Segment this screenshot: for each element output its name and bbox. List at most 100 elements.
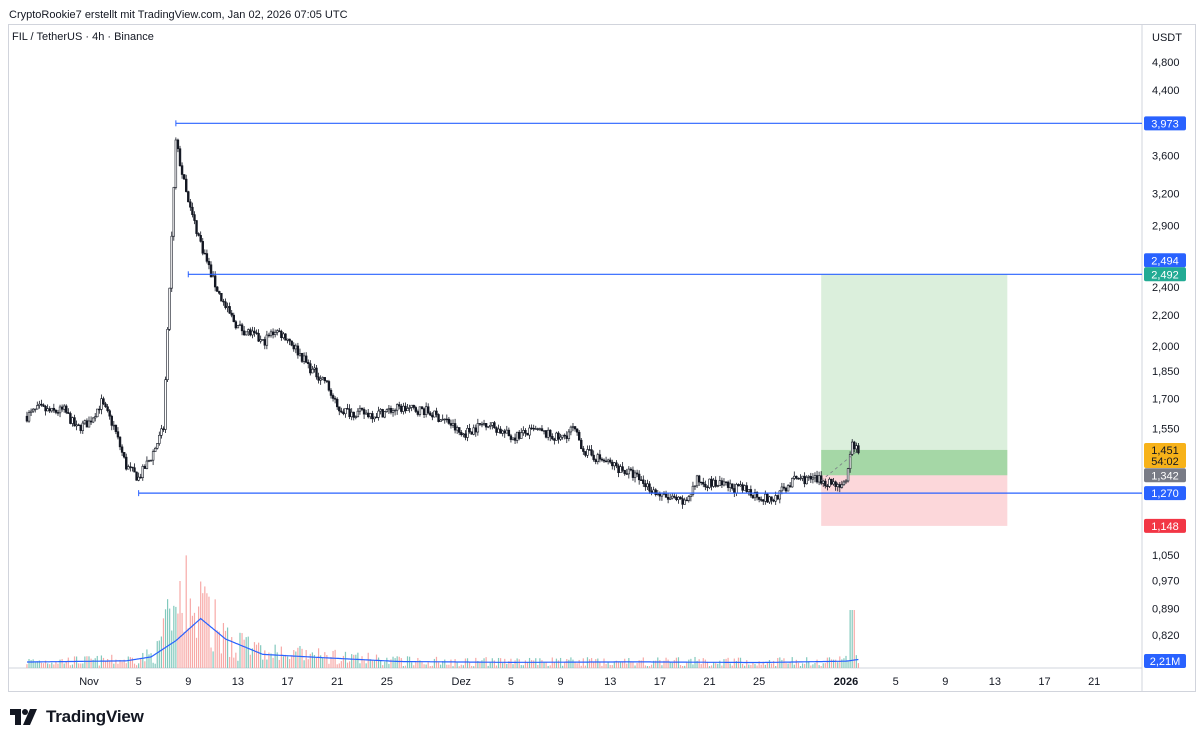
candle-body (848, 453, 852, 469)
volume-bar (499, 658, 502, 668)
candle-body (507, 429, 511, 437)
volume-bar (713, 661, 715, 668)
candle-body (75, 424, 78, 427)
candle-body (129, 466, 132, 468)
volume-bar (566, 659, 568, 668)
candle-body (307, 361, 310, 364)
volume-bar (392, 656, 394, 668)
volume-bar (624, 658, 626, 668)
candle-body (683, 499, 686, 505)
candle-body (757, 496, 761, 500)
time-tick-label: 9 (185, 676, 191, 688)
candle-body (377, 410, 380, 418)
volume-bar (665, 657, 667, 668)
volume-bar (260, 645, 262, 668)
volume-bar (582, 658, 584, 668)
tradingview-logo[interactable]: TradingView (10, 707, 144, 727)
volume-bar (142, 652, 144, 668)
volume-bar (98, 665, 100, 668)
candle-body (313, 367, 316, 370)
candle-body (855, 445, 858, 450)
candle-body (542, 430, 546, 432)
volume-bar (824, 663, 826, 668)
time-tick-label: 9 (558, 676, 564, 688)
volume-label-bg (1144, 654, 1186, 668)
symbol-legend: FIL / TetherUS · 4h · Binance (12, 31, 154, 43)
volume-bar (808, 661, 810, 668)
candle-body (666, 496, 670, 500)
volume-bar (605, 663, 607, 668)
volume-bar (520, 665, 522, 668)
volume-bar (801, 663, 804, 668)
volume-bar (189, 598, 191, 668)
candle-body (145, 460, 149, 469)
candle-body (596, 454, 600, 463)
candle-body (675, 496, 678, 501)
time-tick-label: 17 (654, 676, 666, 688)
price-tick-label: 2,000 (1152, 341, 1180, 353)
volume-bar (688, 659, 690, 668)
candle-body (135, 471, 138, 481)
volume-bar (69, 665, 71, 668)
volume-bar (531, 660, 533, 668)
candle-body (449, 423, 453, 426)
candle-body (271, 331, 275, 335)
candle-body (172, 187, 176, 237)
volume-bar (342, 655, 345, 668)
candle-body (427, 406, 430, 414)
candle-body (652, 489, 655, 493)
tradingview-logo-text: TradingView (46, 707, 144, 726)
volume-bar (543, 662, 545, 668)
price-tick-label: 4,400 (1152, 85, 1180, 97)
candle-body (112, 424, 116, 427)
candle-body (642, 479, 645, 484)
candle-body (230, 312, 233, 316)
candle-body (286, 338, 289, 341)
volume-bar (344, 651, 347, 668)
candle-body (693, 485, 697, 487)
candle-body (197, 233, 200, 236)
volume-bar (650, 664, 653, 668)
candle-body (302, 355, 306, 362)
tradingview-logo-icon (10, 709, 37, 725)
candle-body (317, 376, 320, 381)
candle-body (664, 493, 668, 498)
candle-body (530, 427, 533, 430)
candle-body (73, 417, 76, 427)
candle-body (393, 409, 397, 412)
candle-body (147, 460, 151, 462)
candle-body (805, 477, 808, 485)
volume-bar (336, 664, 338, 668)
volume-bar (185, 555, 187, 668)
volume-bar (349, 661, 351, 668)
volume-bar (49, 664, 51, 668)
volume-bar (353, 654, 355, 668)
volume-bar (758, 661, 760, 668)
candle-body (515, 431, 519, 441)
candle-body (265, 334, 269, 346)
candle-body (470, 431, 473, 435)
candle-body (617, 465, 620, 473)
candle-body (435, 410, 438, 415)
volume-bar (36, 661, 38, 668)
volume-bar (628, 658, 630, 668)
level-label-top: 3,973 (1151, 118, 1179, 130)
candle-body (50, 407, 53, 412)
volume-bar (284, 654, 287, 668)
volume-bar (80, 663, 82, 668)
volume-bar (53, 664, 55, 668)
volume-bar (506, 663, 508, 668)
volume-bar (274, 644, 276, 668)
candle-body (577, 431, 581, 441)
volume-bar (363, 659, 365, 668)
candle-body (635, 472, 639, 475)
time-tick-label: 21 (1088, 676, 1100, 688)
volume-bar (413, 665, 415, 668)
volume-bar (148, 654, 150, 668)
candle-body (263, 339, 267, 346)
volume-bar (572, 659, 574, 668)
volume-bar (475, 657, 477, 668)
level-label-support-bg (1144, 486, 1186, 501)
candle-body (580, 439, 583, 449)
